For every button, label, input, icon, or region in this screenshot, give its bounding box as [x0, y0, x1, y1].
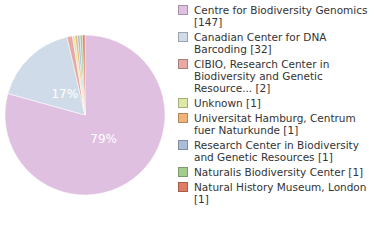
svg-text:17%: 17%	[51, 87, 78, 101]
html-text:Natural History Museum, London: Natural History Museum, London [1]	[194, 181, 367, 205]
html-text:Unknown [1]: Unknown [1]	[194, 97, 261, 109]
html-text:Universitat Hamburg, Centrum f: Universitat Hamburg, Centrum fuer Naturk…	[194, 112, 356, 136]
html-text:Centre for Biodiversity Genomi: Centre for Biodiversity Genomics [147]	[194, 4, 368, 28]
svg-text:79%: 79%	[90, 132, 117, 146]
html-text:Canadian Center for DNA Barcod: Canadian Center for DNA Barcoding [32]	[194, 31, 327, 55]
html-text:CIBIO, Research Center in Biod: CIBIO, Research Center in Biodiversity a…	[194, 58, 330, 94]
html-text:Research Center in Biodiversit: Research Center in Biodiversity and Gene…	[194, 139, 359, 163]
html-text:Naturalis Biodiversity Center: Naturalis Biodiversity Center [1]	[194, 166, 364, 178]
